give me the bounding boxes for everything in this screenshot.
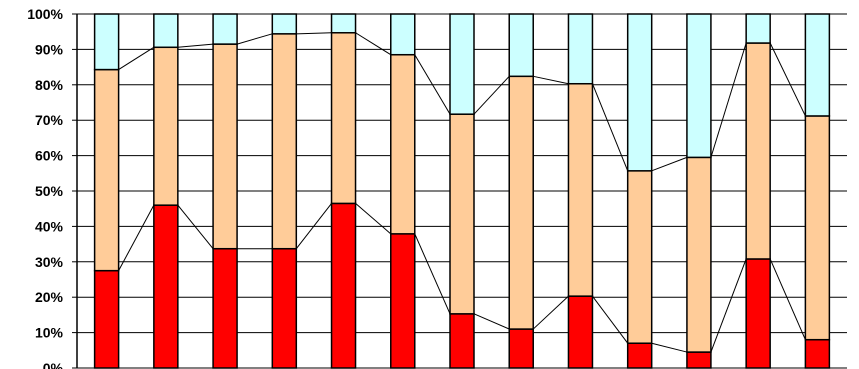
series-line-2 [118,46,155,71]
bar-segment-series-3 [804,13,831,117]
bar-segment-series-2 [626,170,653,344]
bar-segment-series-3 [508,13,534,78]
series-line-2 [533,75,569,85]
bar-segment-series-3 [626,13,653,172]
bar-segment-series-2 [508,75,534,330]
bar-segment-series-2 [686,156,712,353]
bar-segment-series-2 [271,33,298,250]
y-tick-label: 20% [35,289,64,305]
y-tick-label: 40% [35,218,64,234]
bar-segment-series-1 [508,328,534,369]
series-line-2 [414,54,451,115]
y-tick-label: 10% [35,325,64,341]
bar-segment-series-2 [212,43,238,250]
bars [93,13,831,369]
series-line-1 [532,295,569,330]
bar-segment-series-1 [804,338,831,369]
bar-segment-series-1 [626,342,653,369]
series-line-1 [355,203,392,235]
series-line-1 [177,204,214,250]
series-line-1 [414,233,451,315]
bar-segment-series-2 [330,32,357,205]
bar-segment-series-3 [449,13,475,115]
series-line-2 [473,75,510,115]
series-line-2 [710,42,747,158]
series-line-1 [118,204,155,271]
y-axis-tick-labels: 0% 10% 20% 30% 40% 50% 60% 70% 80% 90% 100% [27,6,63,369]
bar-segment-series-1 [686,351,712,369]
bar-segment-series-3 [212,13,238,45]
bar-segment-series-3 [567,13,594,85]
series-line-1 [473,313,510,330]
series-line-2 [591,83,629,172]
series-line-1 [592,295,629,344]
series-line-2 [651,156,688,172]
series-line-1 [651,342,688,353]
y-tick-label: 0% [43,360,64,369]
bar-segment-series-1 [93,269,120,369]
y-tick-label: 90% [35,41,64,57]
y-tick-label: 50% [35,183,64,199]
series-line-2 [177,43,214,48]
bar-segment-series-3 [686,13,712,159]
series-line-1 [710,258,747,353]
series-line-2 [236,33,273,45]
bar-segment-series-2 [804,115,831,341]
bar-segment-series-3 [390,13,416,56]
y-tick-label: 100% [27,6,63,22]
bar-segment-series-1 [449,313,475,369]
bar-segment-series-1 [212,247,238,369]
y-tick-label: 60% [35,148,64,164]
bar-segment-series-3 [745,13,771,44]
bar-segment-series-1 [271,247,298,369]
bar-segment-series-2 [93,68,120,272]
series-lines [118,32,806,353]
y-tick-label: 30% [35,254,64,270]
series-line-2 [355,32,392,56]
bar-segment-series-2 [567,82,594,297]
bar-segment-series-2 [153,46,179,206]
bar-segment-series-3 [330,13,357,34]
bar-segment-series-2 [745,42,771,260]
series-line-2 [769,42,806,117]
bar-segment-series-1 [745,258,771,369]
series-line-2 [296,32,332,35]
bar-segment-series-1 [330,202,357,369]
bar-segment-series-3 [271,13,298,35]
bar-segment-series-1 [153,204,179,369]
y-tick-label: 80% [35,77,64,93]
bar-segment-series-1 [390,233,416,369]
bar-segment-series-3 [153,13,179,49]
bar-segment-series-2 [390,53,416,235]
bar-segment-series-2 [449,113,475,315]
y-tick-label: 70% [35,112,64,128]
series-line-1 [295,203,332,250]
axes [72,13,78,369]
series-line-1 [769,258,806,340]
bar-segment-series-3 [93,13,120,71]
bar-segment-series-1 [567,295,594,369]
